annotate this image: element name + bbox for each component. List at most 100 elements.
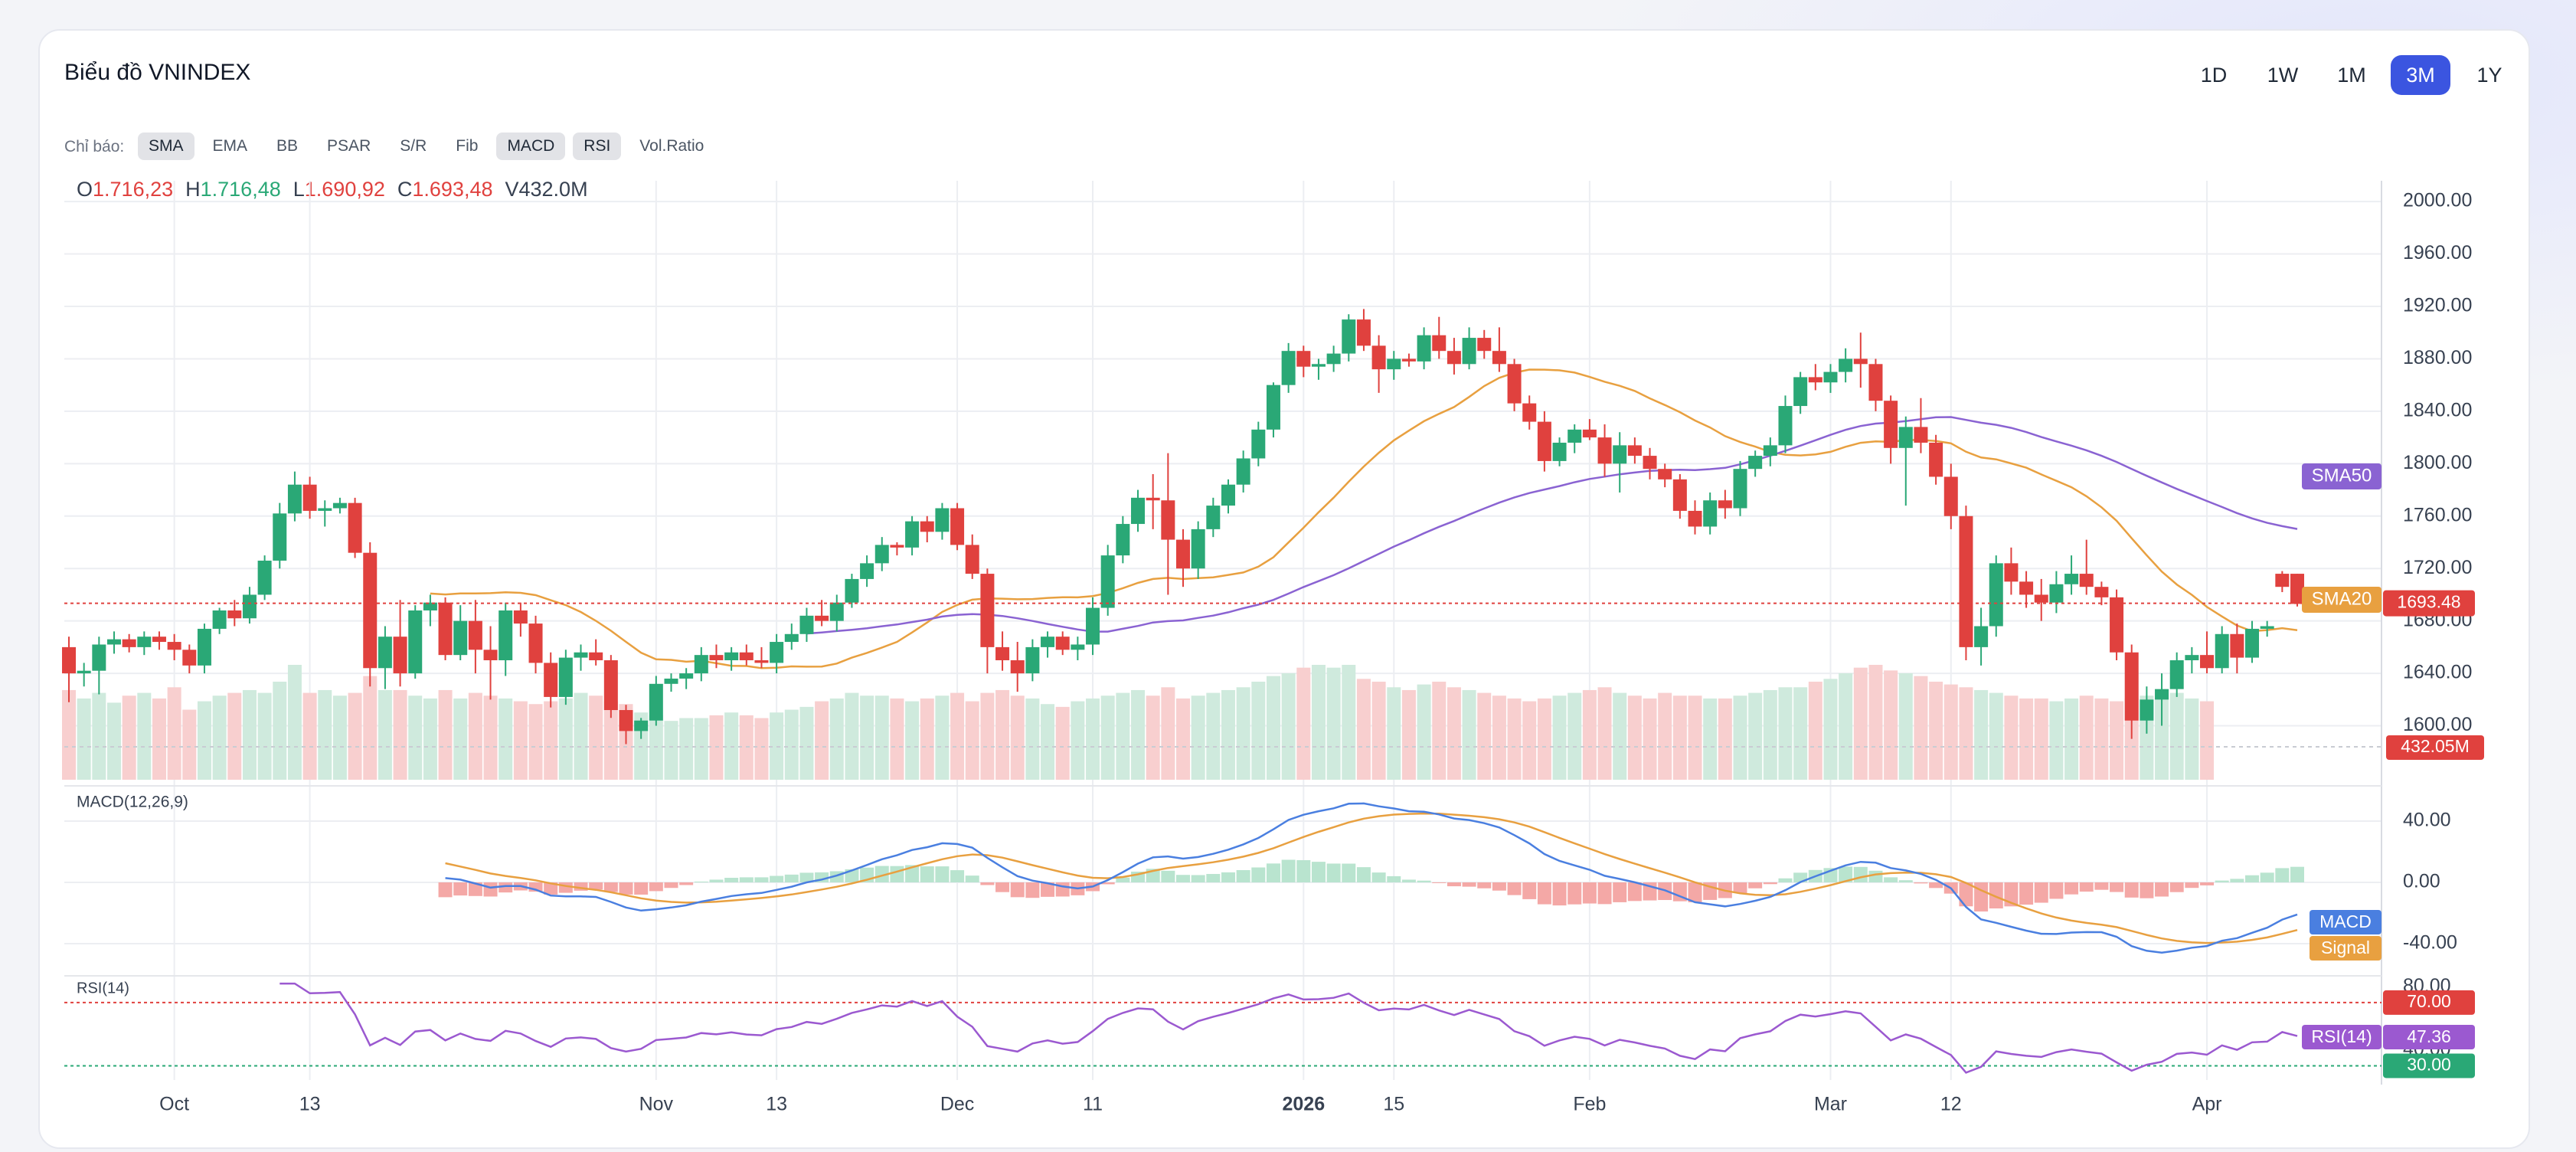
macd-histogram-bar bbox=[784, 874, 799, 882]
candle-body bbox=[2169, 660, 2184, 689]
candle-body bbox=[724, 652, 739, 660]
candle bbox=[1929, 434, 1943, 485]
indicator-macd-button[interactable]: MACD bbox=[496, 133, 566, 160]
macd-histogram-bar bbox=[1989, 882, 2003, 909]
candle bbox=[499, 602, 513, 676]
candle bbox=[1568, 424, 1582, 453]
candle-body bbox=[2079, 574, 2094, 587]
candle-body bbox=[348, 502, 362, 553]
macd-histogram-bar bbox=[920, 866, 934, 882]
candle-body bbox=[152, 637, 166, 643]
candle-body bbox=[815, 615, 829, 621]
candle bbox=[2064, 555, 2079, 595]
candle bbox=[2094, 581, 2109, 606]
sma20-line bbox=[430, 368, 2298, 669]
macd-histogram-bar bbox=[468, 882, 482, 896]
macd-histogram-bar bbox=[1387, 875, 1401, 882]
macd-histogram-bar bbox=[1010, 882, 1025, 898]
candle-body bbox=[2019, 581, 2034, 595]
macd-histogram-bar bbox=[1929, 882, 1943, 889]
volume-bar bbox=[1703, 698, 1718, 780]
candle bbox=[2155, 673, 2169, 726]
volume-bar bbox=[1116, 692, 1130, 780]
volume-bar bbox=[2185, 698, 2199, 780]
macd-histogram-bar bbox=[1974, 882, 1989, 911]
ohlc-volume-key: V bbox=[505, 178, 519, 201]
indicator-rsi-button[interactable]: RSI bbox=[573, 133, 622, 160]
candle bbox=[2019, 571, 2034, 608]
candle bbox=[694, 646, 708, 682]
macd-histogram-bar bbox=[1853, 866, 1868, 882]
macd-histogram-bar bbox=[1868, 870, 1883, 882]
candle-body bbox=[212, 610, 227, 629]
candle-body bbox=[2185, 655, 2199, 660]
candle-body bbox=[709, 655, 724, 660]
candle-body bbox=[754, 660, 769, 663]
range-button-3m[interactable]: 3M bbox=[2391, 55, 2450, 95]
range-button-1w[interactable]: 1W bbox=[2267, 63, 2299, 87]
indicator-sma-button[interactable]: SMA bbox=[138, 133, 195, 160]
candle bbox=[1296, 345, 1311, 378]
candle-body bbox=[845, 578, 859, 603]
volume-bar bbox=[1613, 692, 1627, 780]
candle-body bbox=[378, 637, 392, 669]
candle bbox=[468, 600, 482, 674]
volume-bar bbox=[1236, 687, 1250, 780]
price-tick-label: 1720.00 bbox=[2403, 557, 2472, 578]
indicator-psar-button[interactable]: PSAR bbox=[327, 137, 371, 155]
macd-title: MACD(12,26,9) bbox=[77, 794, 188, 811]
candle bbox=[815, 600, 829, 627]
candle-body bbox=[1296, 351, 1311, 367]
candle bbox=[1718, 489, 1732, 519]
macd-histogram-bar bbox=[1100, 882, 1115, 885]
candle bbox=[589, 639, 603, 666]
range-button-1d[interactable]: 1D bbox=[2200, 63, 2228, 87]
volume-bar bbox=[1296, 667, 1311, 780]
candle bbox=[106, 631, 121, 654]
x-tick-label: 11 bbox=[1083, 1094, 1103, 1115]
candle-body bbox=[965, 545, 979, 574]
macd-histogram-bar bbox=[1582, 882, 1597, 904]
volume-bar bbox=[1206, 692, 1221, 780]
candle-body bbox=[1432, 335, 1447, 352]
macd-histogram-bar bbox=[1537, 882, 1551, 905]
macd-histogram-bar bbox=[1116, 877, 1130, 882]
volume-bar bbox=[212, 695, 227, 780]
candle bbox=[679, 668, 694, 689]
volume-bar bbox=[1055, 706, 1070, 780]
macd-histogram-bar bbox=[1041, 882, 1055, 897]
candle bbox=[1071, 637, 1085, 660]
macd-histogram-bar bbox=[2094, 882, 2109, 890]
volume-bar bbox=[1477, 692, 1492, 780]
candle-body bbox=[1552, 442, 1567, 461]
candle-body bbox=[619, 710, 633, 731]
candle bbox=[1401, 353, 1416, 367]
candle-body bbox=[408, 610, 423, 674]
x-tick-label: Oct bbox=[159, 1094, 189, 1115]
candle bbox=[1041, 631, 1055, 658]
macd-histogram-bar bbox=[2110, 882, 2124, 892]
ohlc-volume: 432.0M bbox=[518, 178, 588, 201]
indicator-bb-button[interactable]: BB bbox=[276, 137, 299, 155]
candle-body bbox=[1793, 377, 1808, 407]
candle-body bbox=[603, 660, 618, 711]
indicator-fib-button[interactable]: Fib bbox=[456, 137, 479, 155]
volume-bar bbox=[1597, 687, 1612, 780]
candle bbox=[724, 646, 739, 671]
volume-bar bbox=[1401, 689, 1416, 780]
candle-body bbox=[1974, 626, 1989, 647]
macd-histogram-bar bbox=[1342, 863, 1356, 882]
volume-bar bbox=[423, 698, 437, 780]
candle bbox=[2260, 620, 2274, 637]
candle-body bbox=[2290, 574, 2304, 604]
volume-bar bbox=[2200, 701, 2215, 780]
range-button-1m[interactable]: 1M bbox=[2337, 63, 2366, 87]
signal-label: Signal bbox=[2321, 938, 2370, 957]
indicator-volratio-button[interactable]: Vol.Ratio bbox=[639, 137, 704, 155]
candle bbox=[378, 626, 392, 689]
indicator-sr-button[interactable]: S/R bbox=[400, 137, 427, 155]
candle-body bbox=[1898, 427, 1913, 448]
range-button-1y[interactable]: 1Y bbox=[2476, 63, 2502, 87]
indicator-ema-button[interactable]: EMA bbox=[212, 137, 248, 155]
